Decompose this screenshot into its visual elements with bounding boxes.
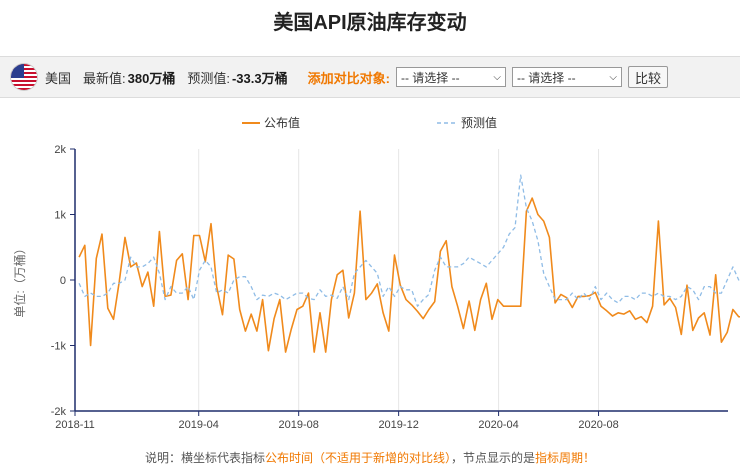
- footer-note-part4: ，节点显示的是: [451, 451, 536, 465]
- y-tick-label: 0: [60, 275, 66, 287]
- footer-note: 说明：横坐标代表指标公布时间（不适用于新增的对比线），节点显示的是指标周期！: [0, 449, 740, 466]
- forecast-value: -33.3万桶: [231, 70, 288, 86]
- latest-value-label: 最新值:: [83, 70, 126, 86]
- compare-label: 添加对比对象:: [307, 70, 390, 86]
- compare-select-1[interactable]: -- 请选择 -- ⌵: [395, 67, 506, 87]
- series-line-forecast: [78, 174, 740, 307]
- x-tick-label: 2019-04: [179, 419, 219, 431]
- legend-label-actual[interactable]: 公布值: [264, 115, 300, 130]
- chevron-down-icon: ⌵: [493, 71, 501, 83]
- compare-select-1-value: -- 请选择 --: [400, 70, 460, 85]
- y-tick-label: 2k: [54, 144, 66, 156]
- footer-note-end: ！: [583, 451, 596, 465]
- chevron-down-icon: ⌵: [609, 71, 617, 83]
- footer-note-exception: （不适用于新增的对比线）: [312, 451, 451, 465]
- y-tick-label: 1k: [54, 210, 66, 222]
- chart-legend: 公布值 预测值: [242, 115, 497, 130]
- x-tick-label: 2019-08: [278, 419, 318, 431]
- indicator-toolbar: 美国 最新值: 380万桶 预测值: -33.3万桶 添加对比对象: -- 请选…: [0, 56, 740, 98]
- x-tick-label: 2020-08: [578, 419, 618, 431]
- x-tick-label: 2019-12: [378, 419, 418, 431]
- x-axis-ticks: 2018-11 2019-04 2019-08 2019-12 2020-04 2020-…: [55, 411, 619, 431]
- forecast-value-label: 预测值:: [187, 70, 230, 86]
- footer-note-part1: 说明：横坐标代表指标: [144, 451, 265, 465]
- y-axis-ticks: 2k 1k 0 -1k -2k: [51, 144, 75, 418]
- footer-note-period: 指标周期: [535, 451, 584, 465]
- footer-note-publish-time: 公布时间: [264, 451, 313, 465]
- y-tick-label: -2k: [51, 406, 67, 418]
- compare-button[interactable]: 比较: [627, 66, 668, 88]
- chart-series: [78, 174, 740, 353]
- compare-select-2[interactable]: -- 请选择 -- ⌵: [511, 67, 622, 87]
- compare-select-2-value: -- 请选择 --: [516, 70, 576, 85]
- y-tick-label: -1k: [51, 341, 67, 353]
- legend-label-forecast[interactable]: 预测值: [461, 115, 497, 130]
- us-flag-icon: [11, 64, 37, 90]
- latest-value: 380万桶: [127, 70, 176, 86]
- page-title: 美国API原油库存变动: [273, 12, 467, 34]
- x-tick-label: 2018-11: [55, 419, 95, 431]
- y-axis-label: 单位:（万桶）: [12, 242, 27, 317]
- x-tick-label: 2020-04: [478, 419, 518, 431]
- country-name: 美国: [45, 70, 72, 86]
- series-line-actual: [78, 197, 740, 353]
